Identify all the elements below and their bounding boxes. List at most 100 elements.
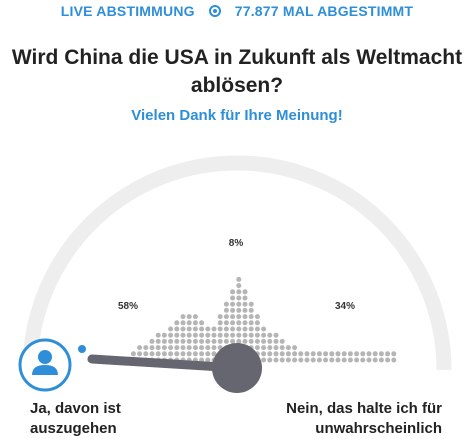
vote-dot — [137, 351, 143, 357]
vote-dot — [267, 345, 273, 351]
vote-dot — [230, 338, 236, 344]
live-indicator-icon — [208, 5, 221, 17]
vote-dot — [236, 326, 242, 332]
user-vote-marker — [78, 345, 86, 353]
vote-count: 77.877 MAL ABGESTIMMT — [234, 3, 414, 19]
vote-dot — [248, 332, 254, 338]
poll-question-line2: ablösen? — [190, 74, 284, 97]
vote-dot — [354, 351, 360, 357]
vote-dot — [285, 351, 291, 357]
vote-dot — [261, 357, 267, 363]
vote-dot — [143, 345, 149, 351]
answer-yes-line2: auszugehen — [30, 420, 117, 437]
vote-dot — [273, 345, 279, 351]
vote-dot — [217, 326, 223, 332]
vote-dot — [385, 357, 391, 363]
vote-dot — [292, 345, 298, 351]
vote-dot — [236, 314, 242, 320]
vote-dot — [174, 320, 180, 326]
vote-dot — [279, 351, 285, 357]
vote-dot — [279, 357, 285, 363]
vote-dot — [316, 351, 322, 357]
vote-dot — [242, 295, 248, 301]
vote-dot — [292, 357, 298, 363]
vote-dot — [223, 307, 229, 313]
vote-dot — [248, 314, 254, 320]
vote-dot — [236, 301, 242, 307]
no-percent: 34% — [335, 301, 355, 312]
vote-dot — [155, 338, 161, 344]
vote-dot — [192, 326, 198, 332]
vote-dot — [211, 338, 217, 344]
vote-dot — [174, 326, 180, 332]
vote-dot — [372, 351, 378, 357]
vote-dot — [168, 351, 174, 357]
vote-dot — [316, 357, 322, 363]
vote-dot — [161, 338, 167, 344]
vote-dot — [168, 326, 174, 332]
vote-dot — [254, 332, 260, 338]
vote-dot — [360, 357, 366, 363]
middle-percent: 8% — [229, 238, 244, 249]
vote-dot — [248, 338, 254, 344]
vote-dot — [199, 351, 205, 357]
answer-yes-line1: Ja, davon ist — [30, 400, 121, 417]
vote-dot — [267, 351, 273, 357]
answer-yes: Ja, davon ist auszugehen — [30, 399, 121, 439]
vote-dot — [230, 307, 236, 313]
vote-dot — [223, 314, 229, 320]
vote-dot — [242, 338, 248, 344]
vote-dot — [168, 345, 174, 351]
vote-dot — [248, 301, 254, 307]
vote-dot — [199, 332, 205, 338]
vote-dot — [192, 351, 198, 357]
vote-dot — [248, 320, 254, 326]
vote-dot — [186, 345, 192, 351]
vote-dot — [174, 351, 180, 357]
vote-dot — [149, 338, 155, 344]
vote-dot — [310, 357, 316, 363]
vote-dot — [236, 320, 242, 326]
vote-dot — [180, 345, 186, 351]
vote-dot — [199, 320, 205, 326]
vote-dot — [205, 351, 211, 357]
vote-dot — [267, 357, 273, 363]
vote-dot — [205, 357, 211, 363]
vote-dot — [279, 345, 285, 351]
vote-dot — [155, 345, 161, 351]
vote-dot — [174, 345, 180, 351]
vote-dot — [236, 295, 242, 301]
vote-dot — [130, 351, 136, 357]
vote-dot — [242, 332, 248, 338]
vote-dot — [180, 332, 186, 338]
vote-dot — [137, 345, 143, 351]
vote-dot — [192, 320, 198, 326]
vote-dot — [230, 332, 236, 338]
vote-dot — [236, 283, 242, 289]
vote-dot — [267, 332, 273, 338]
vote-dot — [236, 289, 242, 295]
vote-dot — [217, 320, 223, 326]
vote-dot — [168, 338, 174, 344]
vote-dot — [335, 357, 341, 363]
vote-dot — [242, 320, 248, 326]
answer-no-line2: unwahrscheinlich — [315, 420, 442, 437]
vote-dot — [273, 351, 279, 357]
vote-dot — [211, 351, 217, 357]
vote-dot — [254, 320, 260, 326]
vote-dot — [161, 351, 167, 357]
vote-dot — [347, 351, 353, 357]
vote-dot — [155, 351, 161, 357]
vote-dot — [236, 276, 242, 282]
vote-dot — [254, 314, 260, 320]
vote-dot — [372, 357, 378, 363]
vote-dot — [230, 314, 236, 320]
vote-dot — [267, 338, 273, 344]
vote-dot — [192, 338, 198, 344]
vote-dot — [180, 314, 186, 320]
vote-dot — [149, 351, 155, 357]
vote-dot — [217, 314, 223, 320]
vote-dot — [248, 307, 254, 313]
vote-dot — [199, 345, 205, 351]
